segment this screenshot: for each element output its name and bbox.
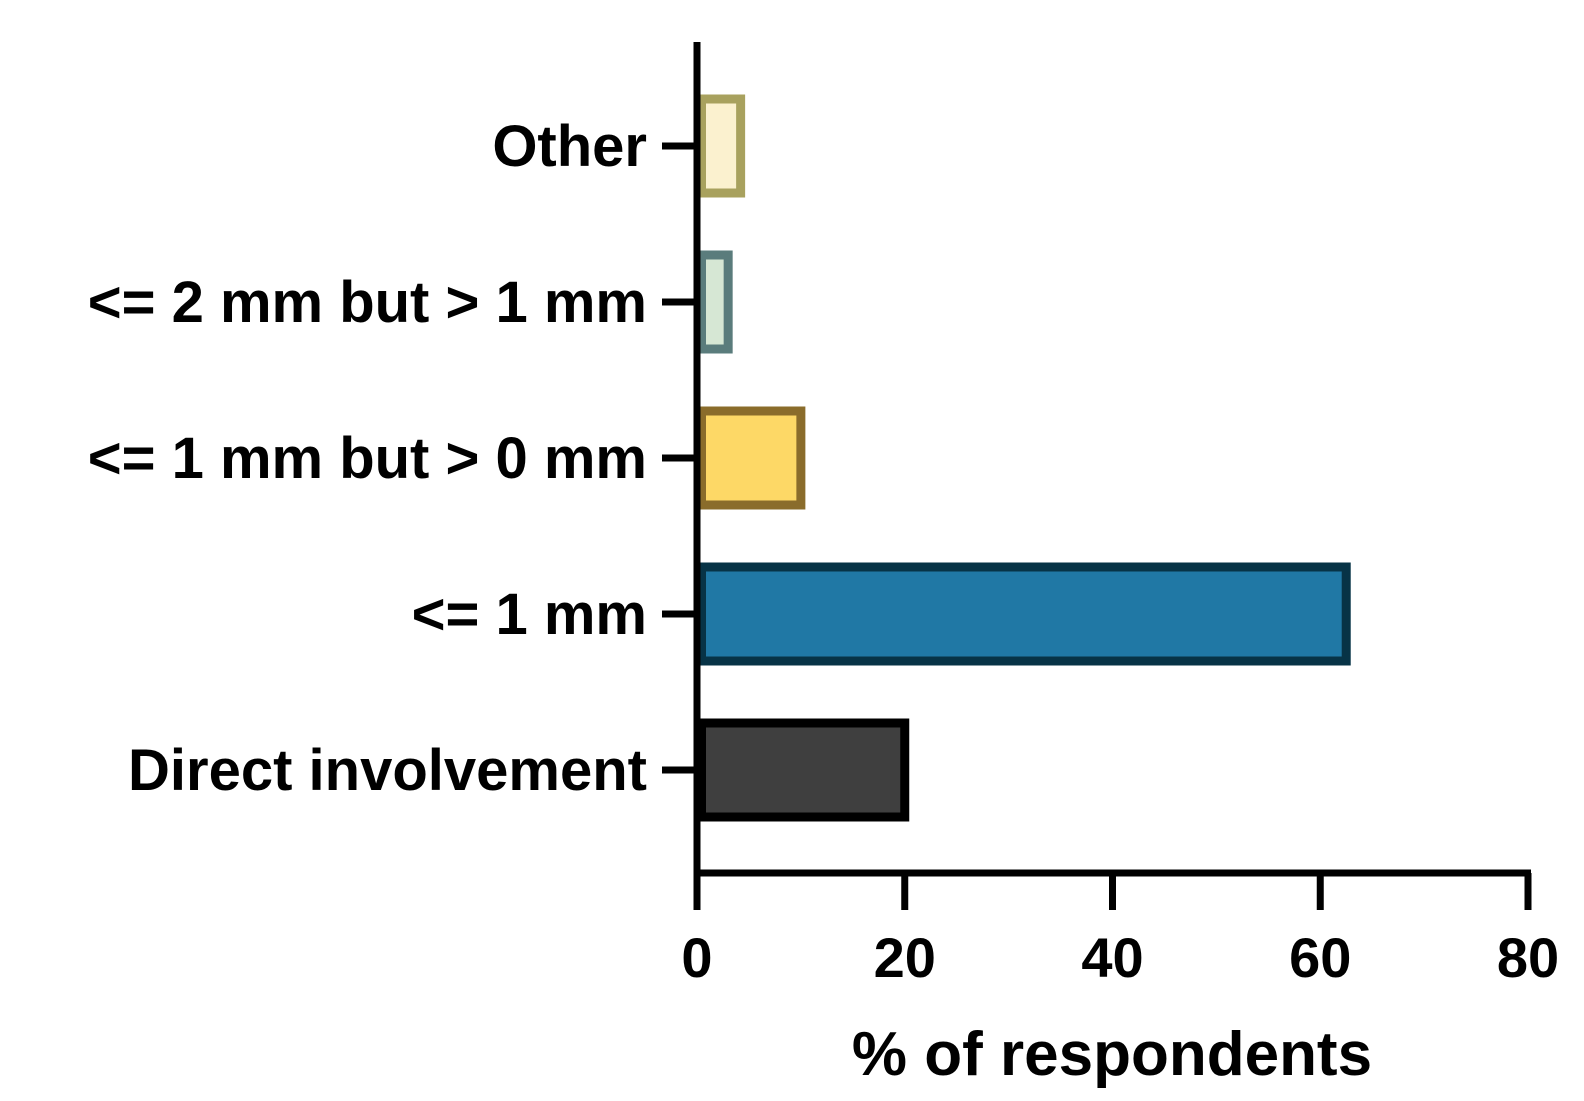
x-tick-label: 40 xyxy=(1081,926,1143,989)
category-label-2-mm-but-1-mm: <= 2 mm but > 1 mm xyxy=(88,270,647,335)
bar-1-mm-but-0-mm xyxy=(697,406,806,510)
x-tick-label: 0 xyxy=(681,926,712,989)
x-axis-title: % of respondents xyxy=(852,1020,1372,1089)
bar-1-mm xyxy=(697,562,1351,666)
x-tick-label: 20 xyxy=(874,926,936,989)
category-label-other: Other xyxy=(492,114,647,179)
bar-2-mm-but-1-mm xyxy=(697,250,733,354)
bar-other xyxy=(697,94,746,198)
x-tick-label: 60 xyxy=(1289,926,1351,989)
category-label-direct-involvement: Direct involvement xyxy=(128,738,647,803)
category-label-1-mm-but-0-mm: <= 1 mm but > 0 mm xyxy=(88,426,647,491)
bar-direct-involvement xyxy=(697,718,910,822)
x-ticks-group: 0 20 40 60 80 xyxy=(681,873,1559,989)
category-label-1-mm: <= 1 mm xyxy=(412,582,647,647)
y-ticks-group: Direct involvement <= 1 mm <= 1 mm but > 0… xyxy=(88,114,697,803)
bars-group xyxy=(697,94,1351,822)
x-tick-label: 80 xyxy=(1497,926,1559,989)
